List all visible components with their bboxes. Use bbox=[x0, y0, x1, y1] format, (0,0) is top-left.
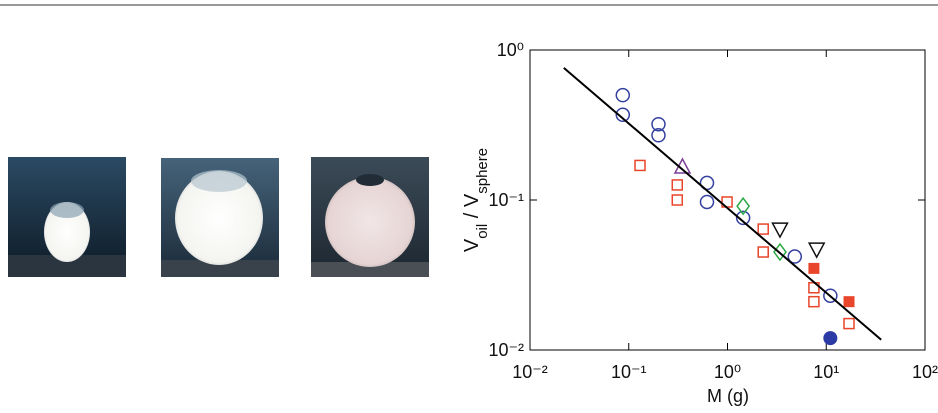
y-tick-label: 10⁻¹ bbox=[488, 190, 524, 210]
y-label-subscript: oil bbox=[474, 224, 491, 239]
data-point bbox=[823, 331, 837, 345]
data-point bbox=[772, 223, 787, 237]
y-label-part: V bbox=[461, 238, 483, 252]
photo-1 bbox=[8, 157, 126, 277]
y-tick-label: 10⁰ bbox=[497, 40, 524, 60]
y-label-subscript: sphere bbox=[474, 148, 491, 194]
y-label-part: / V bbox=[461, 193, 483, 224]
data-point bbox=[700, 195, 713, 208]
photo-2 bbox=[161, 158, 279, 277]
y-tick-label: 10⁻² bbox=[488, 340, 524, 360]
data-point bbox=[635, 160, 645, 170]
x-tick-label: 10⁻¹ bbox=[611, 362, 647, 382]
y-axis-label: Voil / Vsphere bbox=[461, 148, 491, 252]
photo-3 bbox=[311, 157, 429, 277]
data-point bbox=[672, 180, 682, 190]
data-point bbox=[844, 319, 854, 329]
data-point bbox=[758, 247, 768, 257]
x-tick-label: 10⁰ bbox=[714, 362, 741, 382]
data-point bbox=[616, 89, 629, 102]
data-point bbox=[758, 224, 768, 234]
data-point bbox=[844, 296, 855, 307]
page: {"chart_data": {"type": "scatter", "xlab… bbox=[0, 0, 938, 408]
data-point bbox=[809, 297, 819, 307]
data-point bbox=[808, 263, 819, 274]
x-tick-label: 10⁻² bbox=[512, 362, 548, 382]
x-tick-label: 10² bbox=[912, 362, 938, 382]
data-point bbox=[672, 195, 682, 205]
plot-frame bbox=[530, 50, 925, 350]
data-point bbox=[809, 243, 824, 257]
x-tick-label: 10¹ bbox=[813, 362, 839, 382]
x-axis-label: M (g) bbox=[707, 386, 749, 406]
figure: M (g) Voil / Vsphere 10⁻² 10⁻¹ 10⁰ 10¹ 10² 10… bbox=[0, 0, 938, 408]
fit-line bbox=[564, 68, 881, 340]
